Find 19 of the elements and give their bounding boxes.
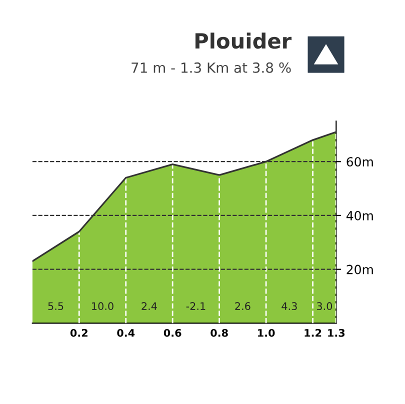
x-tick-label: 0.8 <box>210 328 228 337</box>
chart-title: Plouider <box>196 32 292 49</box>
annotation: 5.5 <box>48 302 64 310</box>
y-tick-label: 60m <box>346 157 373 167</box>
x-tick-label: 1.2 <box>304 328 322 337</box>
x-tick-label: 0.4 <box>117 328 135 337</box>
chart-subtitle: 71 m - 1.3 Km at 3.8 % <box>132 62 291 73</box>
y-tick-label: 20m <box>346 264 373 274</box>
annotation: 3.0 <box>316 302 332 310</box>
annotation: 4.3 <box>282 302 297 310</box>
x-tick-label: 1.0 <box>258 328 275 337</box>
annotation: -2.1 <box>186 302 206 310</box>
annotation: 10.0 <box>92 302 114 310</box>
x-tick-label: 0.2 <box>70 328 88 337</box>
x-tick-label: 1.3 <box>328 328 345 337</box>
x-tick-label: 0.6 <box>164 328 182 337</box>
annotation: 2.4 <box>142 302 157 310</box>
annotation: 2.6 <box>235 302 250 310</box>
y-tick-label: 40m <box>346 210 373 220</box>
